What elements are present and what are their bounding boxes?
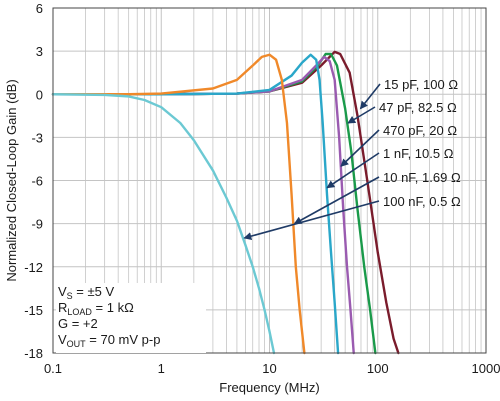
y-tick-label: 6	[36, 1, 43, 16]
plot-frame	[52, 7, 487, 354]
x-tick-label: 0.1	[44, 361, 62, 376]
condition-line: RLOAD = 1 kΩ	[58, 300, 134, 317]
y-tick-label: 0	[36, 87, 43, 102]
callout-arrow	[340, 129, 380, 167]
x-tick-label: 10	[262, 361, 276, 376]
callout-label: 10 nF, 1.69 Ω	[383, 170, 461, 185]
callout-arrow	[293, 176, 380, 225]
callout-label: 470 pF, 20 Ω	[383, 123, 457, 138]
y-tick-label: -9	[31, 217, 43, 232]
y-tick-label: -12	[24, 260, 43, 275]
x-tick-label: 1	[158, 361, 165, 376]
series-line-5	[51, 93, 276, 355]
condition-line: G = +2	[58, 316, 98, 331]
callout-label: 1 nF, 10.5 Ω	[383, 146, 454, 161]
callout-label: 15 pF, 100 Ω	[384, 77, 458, 92]
callout-arrow	[326, 152, 380, 189]
callouts: 15 pF, 100 Ω 47 pF, 82.5 Ω 470 pF, 20 Ω 1 n…	[243, 77, 461, 241]
x-tick-label: 1000	[472, 361, 500, 376]
y-tick-label: -18	[24, 346, 43, 361]
x-tick-label: 100	[367, 361, 389, 376]
conditions-background	[56, 283, 206, 353]
series-line-3	[51, 53, 340, 355]
tick-labels: 0.1 1 10 100 1000 6 3 0 -3 -6 -9 -12 -15 -18	[24, 1, 500, 376]
series-group	[51, 50, 400, 355]
x-axis-title: Frequency (MHz)	[219, 380, 319, 395]
callout-arrow	[359, 83, 381, 110]
callout-label: 47 pF, 82.5 Ω	[379, 100, 457, 115]
y-tick-label: -15	[24, 303, 43, 318]
y-axis-title: Normalized Closed-Loop Gain (dB)	[4, 79, 19, 281]
series-line-4	[51, 53, 306, 355]
y-tick-label: -6	[31, 174, 43, 189]
callout-arrow	[243, 200, 380, 241]
y-tick-label: 3	[36, 44, 43, 59]
callout-label: 100 nF, 0.5 Ω	[383, 194, 461, 209]
y-tick-label: -3	[31, 130, 43, 145]
condition-line: VS = ±5 V	[58, 284, 114, 301]
callout-arrow	[347, 106, 376, 124]
condition-line: VOUT = 70 mV p-p	[58, 332, 160, 349]
